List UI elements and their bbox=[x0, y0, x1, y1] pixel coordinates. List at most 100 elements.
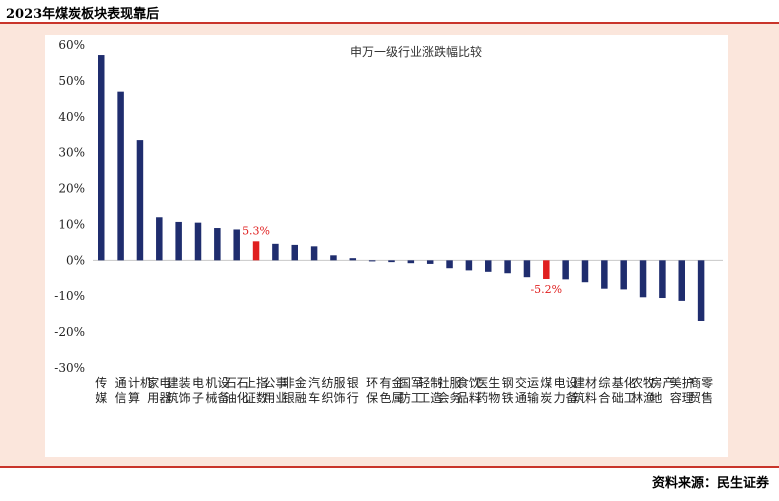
bar bbox=[136, 140, 144, 261]
category-label-char: 电 bbox=[192, 376, 204, 390]
y-tick-label: 0% bbox=[66, 253, 85, 267]
category-label-char: 础 bbox=[612, 391, 624, 405]
category-label-char: 力 bbox=[554, 391, 566, 405]
category-label-char: 指 bbox=[256, 375, 268, 390]
category-label-char: 银 bbox=[283, 391, 295, 405]
category-label-char: 料 bbox=[469, 391, 481, 405]
category-label-char: 油 bbox=[225, 391, 237, 405]
category-label-char: 机 bbox=[140, 376, 152, 390]
category-label-char: 设 bbox=[217, 376, 229, 390]
category-label: 汽车 bbox=[308, 375, 320, 405]
category-label-char: 汽 bbox=[308, 375, 320, 390]
category-label-char: 地 bbox=[650, 391, 662, 405]
category-label-char: 铁 bbox=[502, 391, 514, 405]
category-label-char: 食 bbox=[457, 375, 469, 390]
category-label-char: 械 bbox=[205, 390, 217, 405]
category-label-char: 售 bbox=[701, 390, 713, 405]
category-label-char: 电 bbox=[159, 376, 171, 390]
bar bbox=[639, 260, 647, 298]
category-label-char: 环 bbox=[366, 376, 378, 390]
category-label-char: 计 bbox=[128, 376, 140, 390]
category-label-char: 备 bbox=[566, 391, 578, 405]
category-label: 通信 bbox=[115, 376, 127, 405]
bar bbox=[465, 260, 473, 271]
category-label-char: 金 bbox=[295, 375, 307, 390]
category-label-char: 理 bbox=[682, 391, 694, 405]
category-label-char: 银 bbox=[347, 376, 359, 390]
category-label-char: 生 bbox=[488, 376, 500, 390]
category-label-char: 筑 bbox=[167, 390, 179, 405]
bar bbox=[504, 260, 511, 274]
y-tick-label: 40% bbox=[58, 110, 85, 124]
category-label-char: 房 bbox=[650, 375, 662, 390]
category-label-char: 纺 bbox=[321, 376, 333, 390]
category-label-char: 产 bbox=[662, 376, 674, 390]
category-label-char: 农 bbox=[631, 376, 643, 390]
category-label-char: 事 bbox=[275, 376, 287, 390]
category-label: 计算机 bbox=[128, 376, 152, 405]
category-label-char: 业 bbox=[275, 391, 287, 405]
category-label-char: 筑 bbox=[573, 390, 585, 405]
category-label-char: 金 bbox=[391, 375, 403, 390]
bar bbox=[117, 91, 124, 261]
bar bbox=[678, 260, 685, 301]
category-label-char: 煤 bbox=[540, 376, 552, 390]
category-label: 传媒 bbox=[95, 375, 107, 405]
bar bbox=[310, 246, 318, 261]
bar bbox=[349, 258, 357, 261]
category-label-char: 交 bbox=[515, 375, 527, 390]
category-label-char: 器 bbox=[159, 391, 171, 405]
category-label-char: 综 bbox=[598, 376, 610, 390]
category-label-char: 建 bbox=[167, 376, 179, 390]
category-label: 钢铁 bbox=[502, 376, 514, 405]
category-label-char: 家 bbox=[147, 375, 159, 390]
chart-panel: 申万一级行业涨跌幅比较 -30% -20% -10% 0% 10% 20% 30% 40% 50%… bbox=[45, 35, 728, 457]
bar bbox=[581, 260, 589, 283]
data-label: -5.2% bbox=[530, 283, 562, 296]
category-label-char: 装 bbox=[179, 376, 191, 390]
category-label-char: 车 bbox=[308, 390, 320, 405]
category-label-char: 设 bbox=[566, 376, 578, 390]
y-tick-label: 10% bbox=[58, 217, 85, 231]
bar bbox=[194, 222, 202, 261]
y-tick-label: 60% bbox=[58, 38, 85, 52]
y-tick-label: -20% bbox=[54, 325, 85, 339]
category-label-char: 用 bbox=[263, 391, 275, 405]
bar bbox=[659, 260, 666, 299]
category-label: 煤炭 bbox=[540, 376, 552, 405]
category-label: 银行 bbox=[347, 376, 359, 405]
category-label-char: 药 bbox=[476, 391, 488, 405]
category-label-char: 贸 bbox=[689, 391, 701, 405]
category-label-char: 护 bbox=[682, 376, 694, 390]
footer-divider bbox=[0, 466, 779, 468]
category-label-char: 通 bbox=[115, 376, 127, 390]
bar bbox=[156, 217, 163, 261]
category-label-char: 服 bbox=[450, 376, 462, 390]
category-label-char: 合 bbox=[598, 390, 610, 405]
category-label-char: 国 bbox=[399, 376, 411, 390]
category-label-char: 传 bbox=[95, 375, 107, 390]
category-label-char: 服 bbox=[333, 376, 345, 390]
y-tick-label: -30% bbox=[54, 361, 85, 375]
category-label-char: 行 bbox=[347, 391, 359, 405]
category-label: 综合 bbox=[598, 376, 610, 405]
category-label-char: 色 bbox=[379, 391, 391, 405]
bar bbox=[175, 221, 182, 261]
category-label-char: 务 bbox=[450, 390, 462, 405]
title-bar: 2023年煤炭板块表现靠后 bbox=[0, 0, 779, 24]
bar bbox=[543, 260, 550, 279]
category-label-char: 轻 bbox=[418, 376, 430, 390]
